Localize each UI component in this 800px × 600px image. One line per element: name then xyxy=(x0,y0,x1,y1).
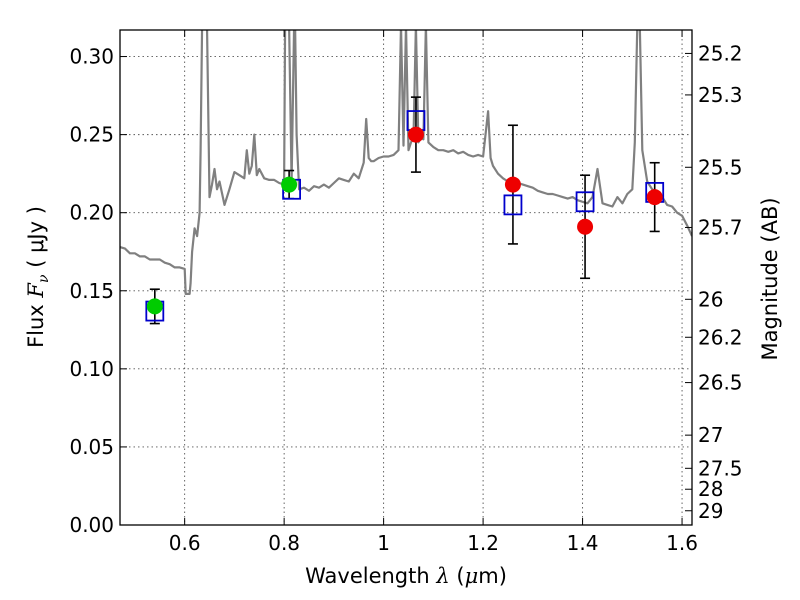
y-tick-label: 0.20 xyxy=(69,201,114,225)
y2-tick-label: 25.2 xyxy=(698,41,743,65)
y2-tick-label: 25.5 xyxy=(698,155,743,179)
y2-tick-label: 27.5 xyxy=(698,456,743,480)
y-tick-label: 0.00 xyxy=(69,513,114,537)
y2-tick-label: 28 xyxy=(698,477,723,501)
observed-flux-point xyxy=(646,189,663,206)
y-tick-label: 0.15 xyxy=(69,279,114,303)
y2-tick-label: 26.2 xyxy=(698,325,743,349)
observed-flux-point xyxy=(577,218,594,235)
x-axis-ticks: 0.6 0.8 1 1.2 1.4 1.6 xyxy=(169,30,698,555)
y2-tick-label: 25.3 xyxy=(698,83,743,107)
x-tick-label: 1.4 xyxy=(567,531,599,555)
grid-layer xyxy=(120,30,692,525)
y2-tick-label: 29 xyxy=(698,499,723,523)
y2-tick-label: 26.5 xyxy=(698,371,743,395)
x-tick-label: 0.6 xyxy=(169,531,201,555)
y-tick-label: 0.30 xyxy=(69,45,114,69)
y2-tick-label: 26 xyxy=(698,287,723,311)
y-tick-label: 0.25 xyxy=(69,123,114,147)
x-axis-label: Wavelength λ (μm) xyxy=(305,564,507,588)
y-axis-label: Flux Fν ( μJy ) xyxy=(24,206,52,348)
x-tick-label: 0.8 xyxy=(268,531,300,555)
x-tick-label: 1.2 xyxy=(467,531,499,555)
model-spectrum-layer xyxy=(120,30,692,295)
y-tick-label: 0.05 xyxy=(69,435,114,459)
observed-flux-point xyxy=(504,176,521,193)
observed-flux-point xyxy=(407,126,424,143)
x-tick-label: 1.6 xyxy=(666,531,698,555)
model-flux-square xyxy=(575,191,595,213)
plot-frame xyxy=(119,29,693,526)
y-axis-ticks: 0.00 0.05 0.10 0.15 0.20 0.25 0.30 xyxy=(69,45,127,537)
observed-flux-point xyxy=(281,176,298,193)
data-markers-layer xyxy=(145,96,665,325)
x-tick-label: 1 xyxy=(377,531,390,555)
y-tick-label: 0.10 xyxy=(69,357,114,381)
observed-flux-point xyxy=(146,298,163,315)
y2-tick-label: 27 xyxy=(698,423,723,447)
model-spectrum-line xyxy=(120,30,692,295)
y2-tick-label: 25.7 xyxy=(698,215,743,239)
model-flux-square xyxy=(503,194,523,216)
y2-axis-label: Magnitude (AB) xyxy=(758,197,782,360)
